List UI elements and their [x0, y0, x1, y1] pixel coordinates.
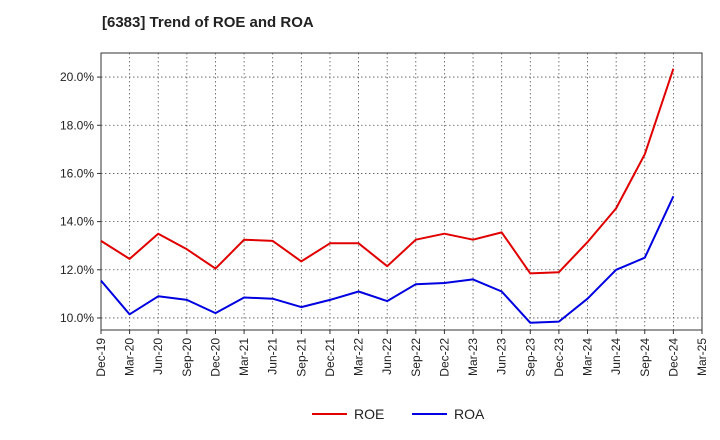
y-axis-ticks: 10.0% 12.0% 14.0% 16.0% 18.0% 20.0%: [60, 70, 101, 325]
x-tick-label-Mar-20: Mar-20: [123, 338, 137, 376]
x-tick-label-Mar-24: Mar-24: [581, 338, 595, 376]
grid-lines: [101, 53, 702, 330]
x-tick-label-Sep-22: Sep-22: [409, 338, 423, 377]
x-tick-label-Dec-24: Dec-24: [666, 338, 680, 377]
x-tick-label-Mar-22: Mar-22: [352, 338, 366, 376]
series-line-roe: [100, 68, 675, 275]
series-line-roa: [100, 195, 675, 324]
x-tick-label-Jun-24: Jun-24: [609, 338, 623, 375]
x-axis-ticks: Dec-19 Mar-20 Jun-20 Sep-20 Dec-20 Mar-21 Jun-…: [94, 330, 709, 377]
y-tick-label-20: 20.0%: [60, 70, 94, 84]
x-tick-label-Mar-25: Mar-25: [695, 338, 709, 376]
x-tick-label-Sep-21: Sep-21: [294, 338, 308, 377]
x-tick-label-Jun-22: Jun-22: [380, 338, 394, 375]
x-tick-label-Mar-21: Mar-21: [237, 338, 251, 376]
x-tick-label-Mar-23: Mar-23: [466, 338, 480, 376]
legend: ROE ROA: [312, 406, 485, 422]
plot-area-frame: [100, 52, 703, 331]
x-tick-label-Jun-21: Jun-21: [266, 338, 280, 375]
x-tick-label-Jun-23: Jun-23: [495, 338, 509, 375]
x-tick-label-Sep-24: Sep-24: [638, 338, 652, 377]
x-tick-label-Sep-23: Sep-23: [523, 338, 537, 377]
y-tick-label-16: 16.0%: [60, 166, 94, 180]
y-tick-label-14: 14.0%: [60, 215, 94, 229]
x-tick-label-Dec-20: Dec-20: [208, 338, 222, 377]
x-tick-label-Dec-23: Dec-23: [552, 338, 566, 377]
x-tick-label-Dec-22: Dec-22: [437, 338, 451, 377]
series-lines: [100, 68, 675, 324]
x-tick-label-Jun-20: Jun-20: [151, 338, 165, 375]
legend-label-roa: ROA: [454, 406, 485, 422]
y-tick-label-18: 18.0%: [60, 118, 94, 132]
x-tick-label-Dec-19: Dec-19: [94, 338, 108, 377]
y-tick-label-10: 10.0%: [60, 311, 94, 325]
x-tick-label-Sep-20: Sep-20: [180, 338, 194, 377]
chart-title: [6383] Trend of ROE and ROA: [102, 14, 314, 31]
x-tick-label-Dec-21: Dec-21: [323, 338, 337, 377]
legend-label-roe: ROE: [354, 406, 384, 422]
y-tick-label-12: 12.0%: [60, 263, 94, 277]
